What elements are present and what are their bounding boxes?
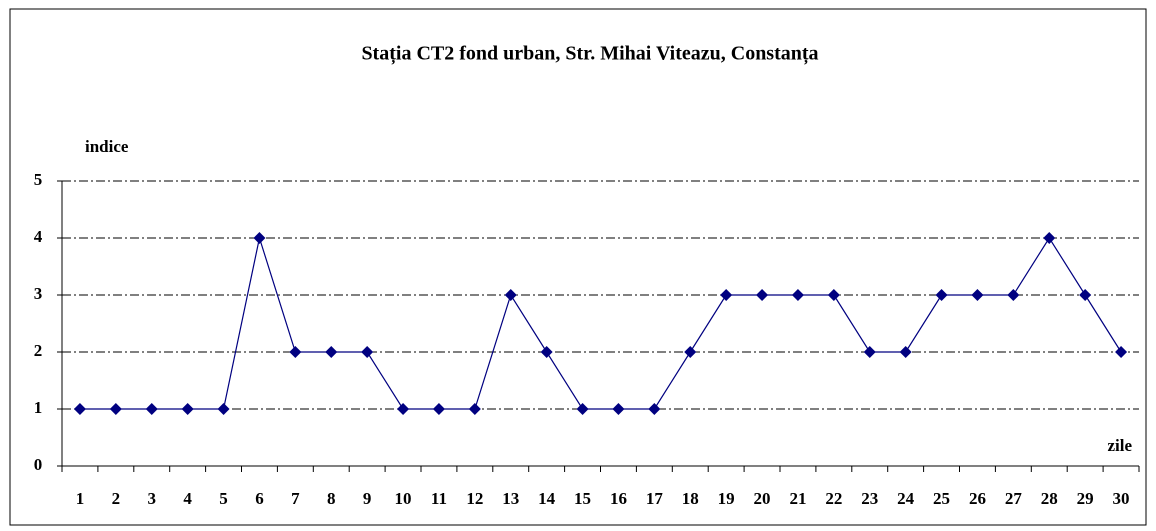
data-marker — [899, 346, 912, 358]
x-tick-label: 15 — [574, 489, 591, 508]
x-tick-label: 26 — [969, 489, 986, 508]
data-marker — [720, 289, 733, 301]
data-marker — [181, 403, 194, 415]
data-marker — [397, 403, 410, 415]
data-marker — [576, 403, 589, 415]
data-marker — [756, 289, 769, 301]
chart-title: Stația CT2 fond urban, Str. Mihai Viteaz… — [361, 43, 818, 66]
x-tick-label: 29 — [1077, 489, 1094, 508]
data-marker — [217, 403, 230, 415]
data-marker — [791, 289, 804, 301]
y-tick-label: 2 — [34, 341, 43, 360]
y-axis-label: indice — [85, 137, 129, 156]
y-tick-label: 0 — [34, 455, 43, 474]
y-tick-label: 5 — [34, 170, 43, 189]
x-tick-label: 8 — [327, 489, 336, 508]
x-tick-label: 4 — [183, 489, 192, 508]
data-marker — [432, 403, 445, 415]
data-marker — [145, 403, 158, 415]
x-tick-label: 22 — [825, 489, 842, 508]
x-tick-label: 13 — [502, 489, 519, 508]
x-tick-label: 16 — [610, 489, 627, 508]
x-tick-label: 21 — [789, 489, 806, 508]
x-axis-label: zile — [1107, 436, 1132, 455]
x-tick-label: 7 — [291, 489, 300, 508]
data-marker — [612, 403, 625, 415]
data-marker — [935, 289, 948, 301]
x-tick-label: 19 — [718, 489, 735, 508]
data-marker — [504, 289, 517, 301]
data-marker — [540, 346, 553, 358]
data-marker — [253, 232, 266, 244]
x-tick-label: 17 — [646, 489, 664, 508]
data-marker — [361, 346, 374, 358]
x-tick-label: 5 — [219, 489, 228, 508]
y-tick-label: 4 — [34, 227, 43, 246]
x-tick-label: 2 — [112, 489, 121, 508]
data-marker — [1079, 289, 1092, 301]
data-marker — [971, 289, 984, 301]
data-marker — [468, 403, 481, 415]
x-tick-label: 9 — [363, 489, 372, 508]
x-tick-label: 3 — [148, 489, 157, 508]
data-marker — [863, 346, 876, 358]
data-marker — [1043, 232, 1056, 244]
x-tick-label: 25 — [933, 489, 950, 508]
data-marker — [648, 403, 661, 415]
x-tick-label: 11 — [431, 489, 447, 508]
x-tick-label: 23 — [861, 489, 878, 508]
x-tick-label: 6 — [255, 489, 264, 508]
chart-frame — [9, 8, 1147, 526]
x-tick-label: 14 — [538, 489, 556, 508]
x-tick-label: 10 — [395, 489, 412, 508]
x-tick-label: 30 — [1113, 489, 1130, 508]
x-tick-label: 18 — [682, 489, 699, 508]
data-marker — [289, 346, 302, 358]
data-marker — [1007, 289, 1020, 301]
data-marker — [109, 403, 122, 415]
data-marker — [1115, 346, 1128, 358]
x-tick-label: 20 — [754, 489, 771, 508]
x-tick-label: 24 — [897, 489, 915, 508]
data-marker — [684, 346, 697, 358]
x-tick-label: 1 — [76, 489, 85, 508]
data-marker — [325, 346, 338, 358]
data-marker — [73, 403, 86, 415]
x-tick-label: 28 — [1041, 489, 1058, 508]
data-marker — [827, 289, 840, 301]
y-tick-label: 1 — [34, 398, 43, 417]
y-tick-label: 3 — [34, 284, 43, 303]
x-tick-label: 27 — [1005, 489, 1023, 508]
x-tick-label: 12 — [466, 489, 483, 508]
